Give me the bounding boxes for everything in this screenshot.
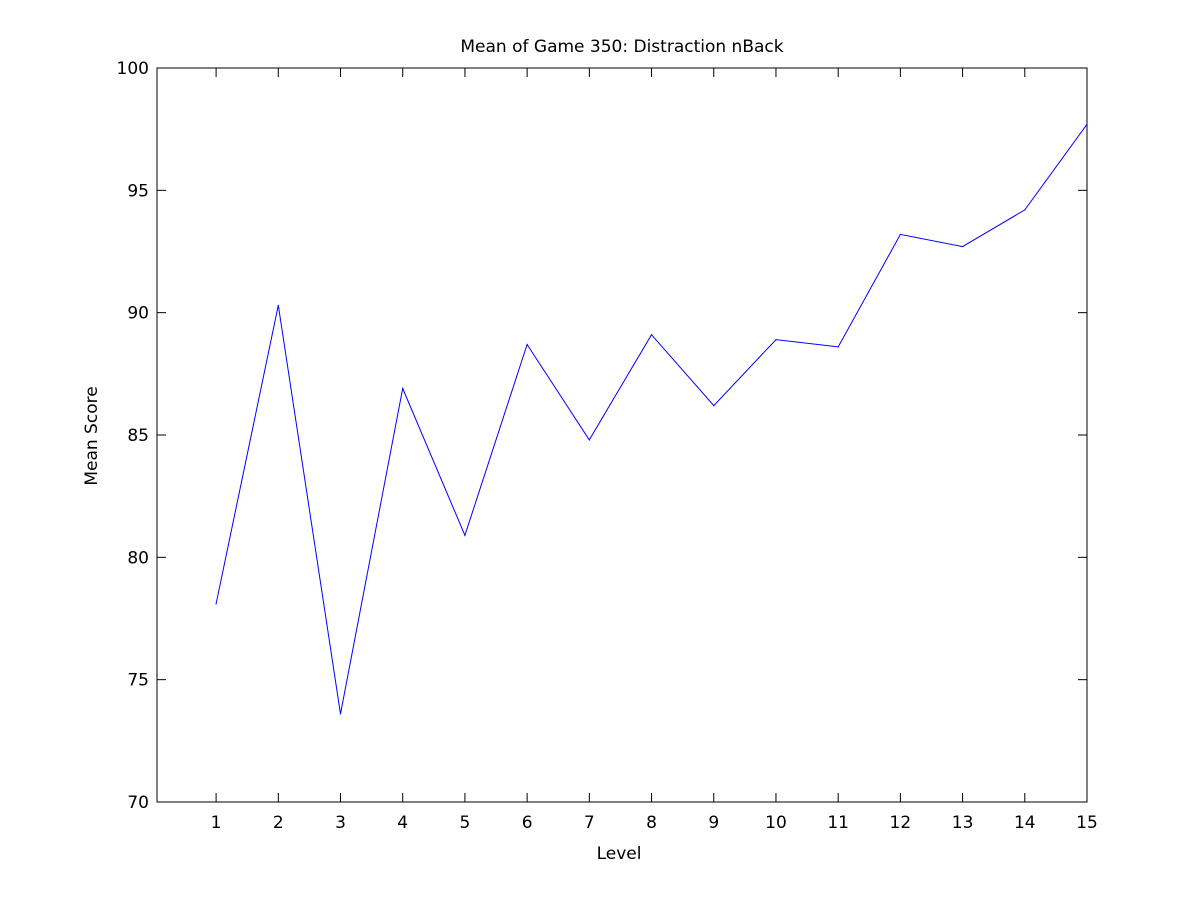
x-tick-label: 9	[708, 813, 719, 833]
data-point	[961, 246, 964, 248]
data-point	[277, 304, 279, 306]
y-tick-label: 90	[127, 304, 149, 324]
y-axis: 70 75 80 85 90 95 100	[117, 59, 1087, 813]
y-tick-label: 95	[127, 181, 149, 201]
series-layer	[215, 123, 1088, 715]
data-point	[1086, 123, 1088, 125]
data-point	[339, 713, 342, 715]
x-tick-label: 6	[522, 813, 533, 833]
x-tick-label: 4	[397, 813, 408, 833]
data-point	[650, 334, 653, 336]
data-point	[837, 346, 839, 348]
data-point	[215, 603, 217, 605]
x-axis: 1 2 3 4 5 6 7 8 9 10 11 12 13 14 15	[211, 68, 1098, 833]
data-point	[526, 343, 528, 346]
x-axis-title: Level	[597, 844, 642, 864]
x-tick-label: 3	[335, 813, 346, 833]
x-tick-label: 1	[211, 813, 222, 833]
data-point	[775, 338, 777, 341]
y-tick-label: 85	[127, 426, 149, 446]
data-point	[402, 387, 404, 390]
x-tick-label: 13	[952, 813, 974, 833]
chart-title: Mean of Game 350: Distraction nBack	[460, 37, 783, 57]
y-tick-label: 80	[127, 548, 149, 568]
data-point	[588, 439, 590, 441]
x-tick-label: 7	[584, 813, 595, 833]
x-tick-label: 11	[827, 813, 849, 833]
y-axis-title: Mean Score	[82, 386, 102, 485]
x-tick-label: 15	[1076, 813, 1098, 833]
data-point	[713, 405, 715, 407]
x-tick-label: 5	[460, 813, 471, 833]
axes-box	[156, 67, 1088, 803]
y-tick-label: 100	[117, 59, 149, 79]
y-tick-label: 70	[127, 793, 149, 813]
y-tick-label: 75	[127, 671, 149, 691]
data-point	[899, 233, 901, 235]
x-tick-label: 2	[273, 813, 284, 833]
x-tick-label: 14	[1014, 813, 1036, 833]
x-tick-label: 12	[890, 813, 912, 833]
data-point	[1024, 209, 1026, 211]
x-tick-label: 10	[765, 813, 787, 833]
x-tick-label: 8	[646, 813, 657, 833]
data-point	[464, 534, 466, 536]
